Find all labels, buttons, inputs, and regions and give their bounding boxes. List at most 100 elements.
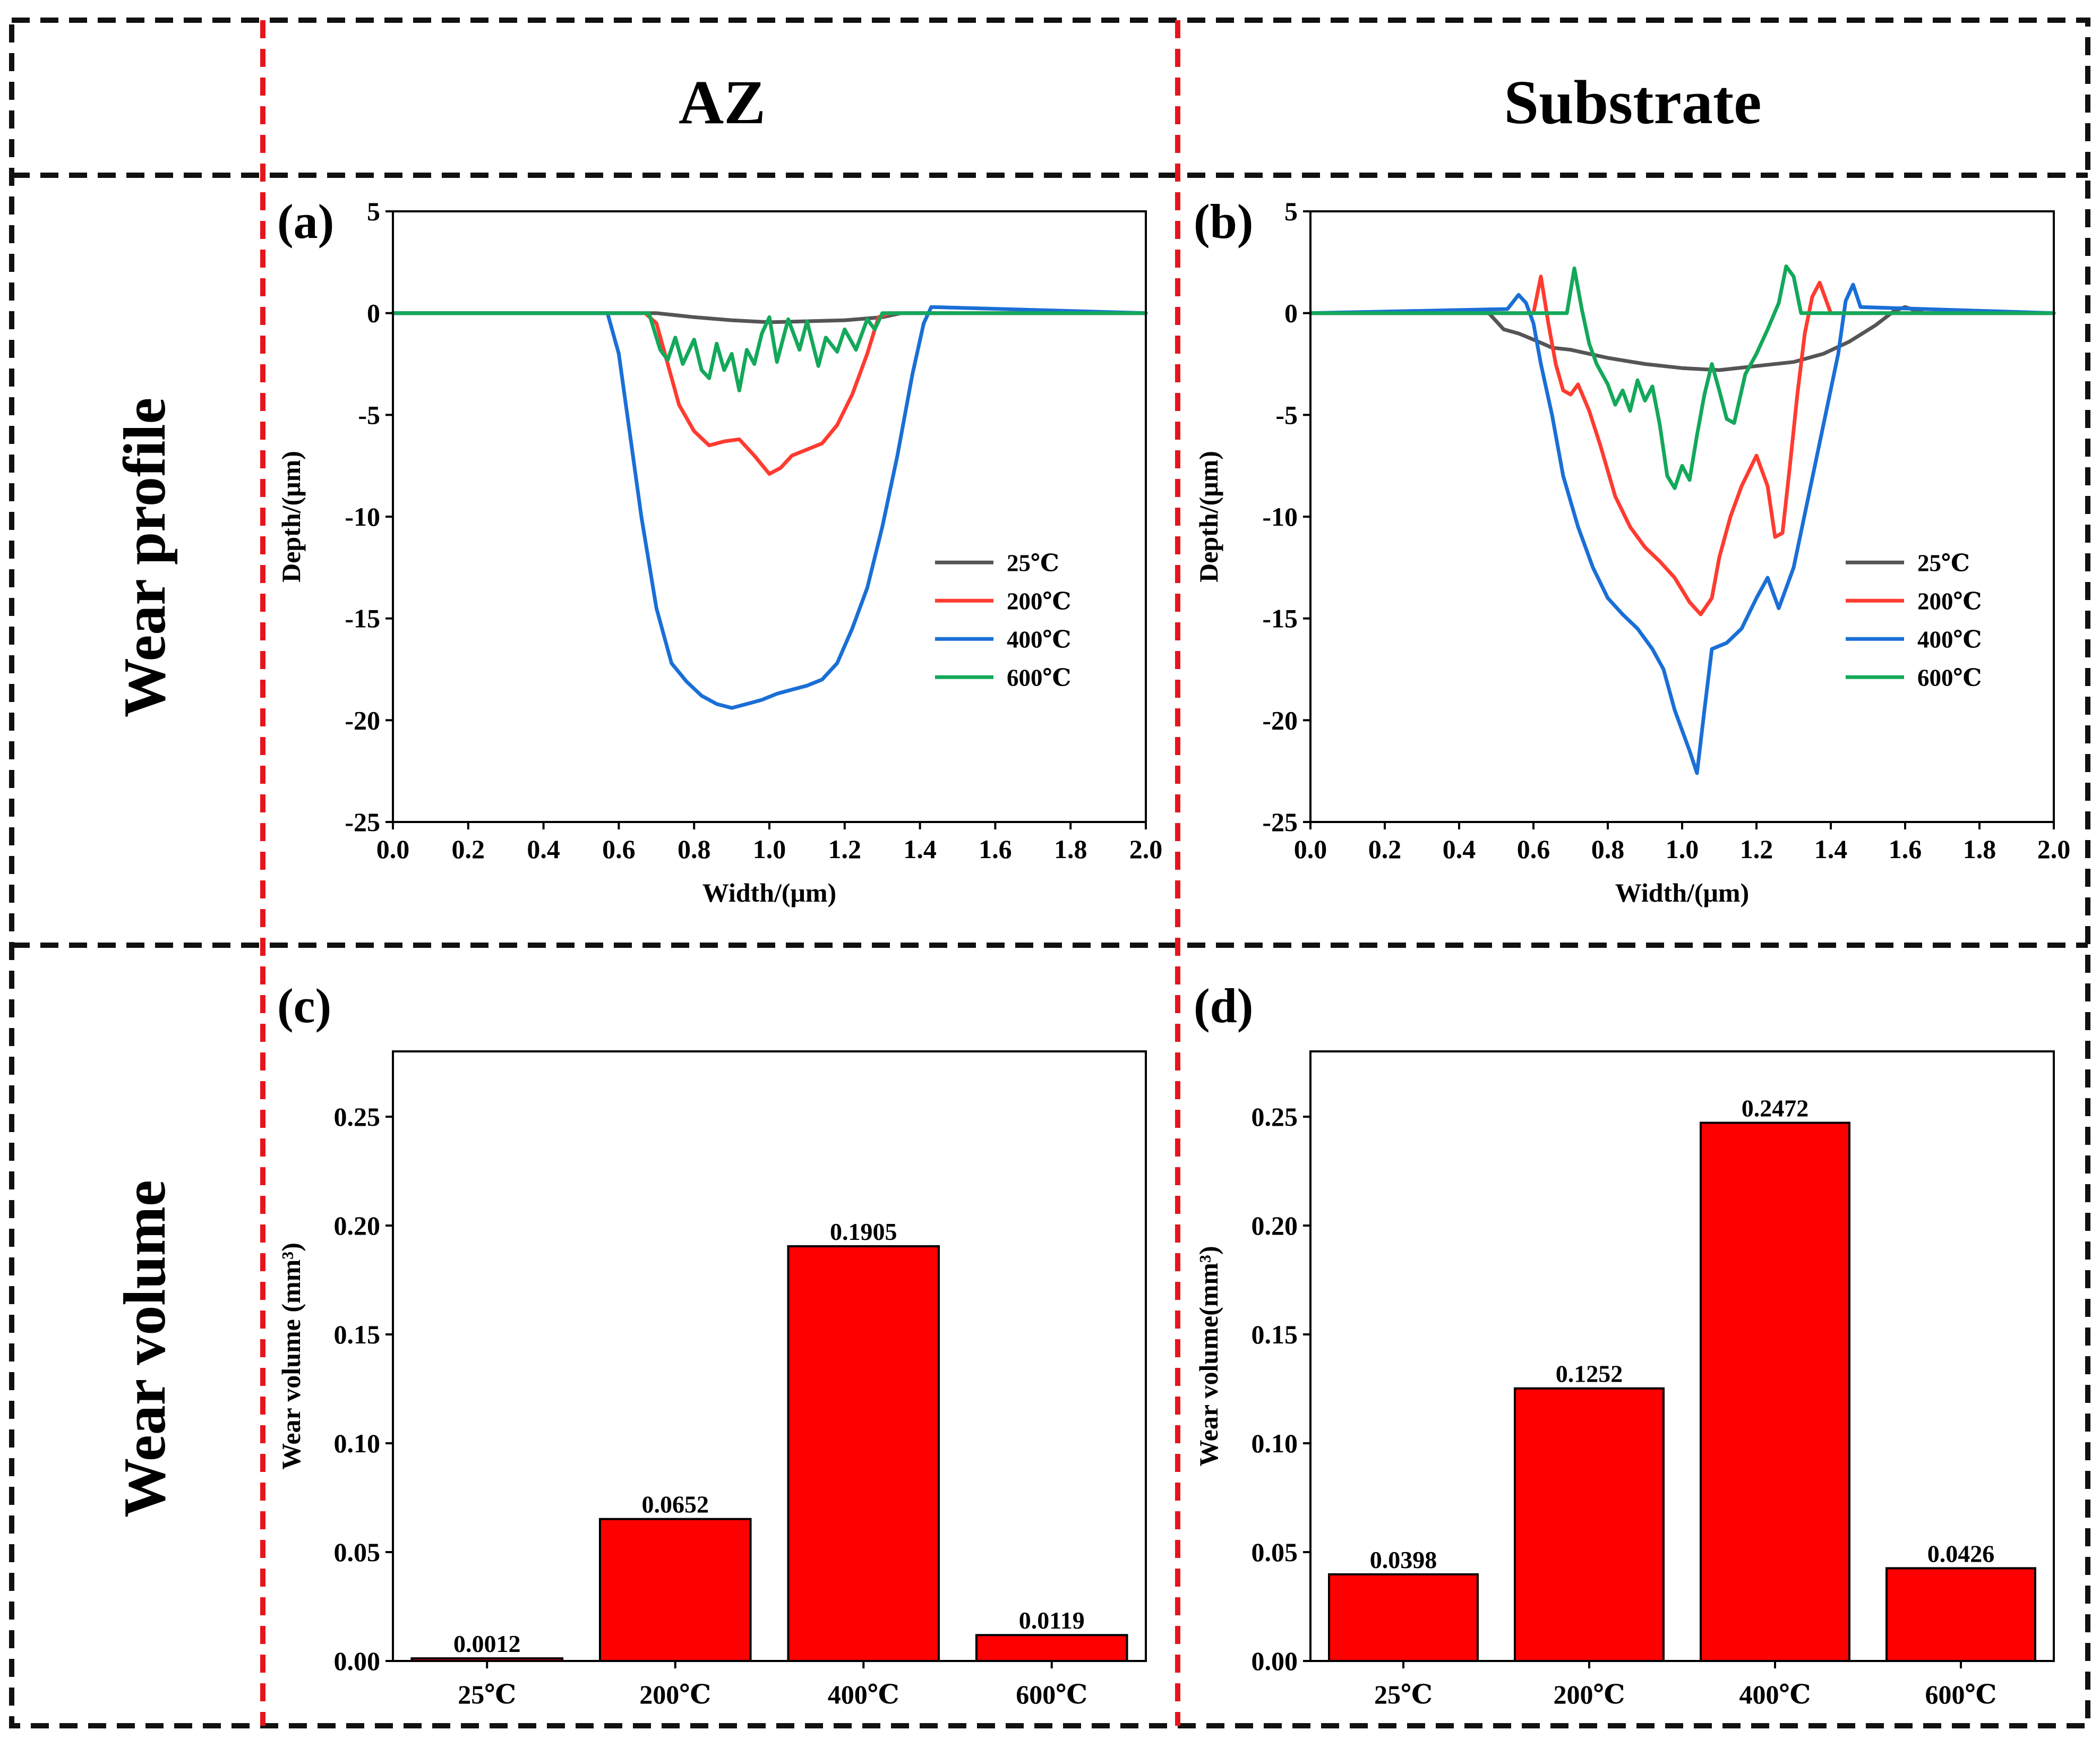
x-tick-label: 0.4 xyxy=(527,834,560,864)
series-line-1 xyxy=(1308,275,2056,616)
x-tick-label: 600℃ xyxy=(1925,1680,1997,1709)
bar-value-label-0: 0.0398 xyxy=(1370,1546,1437,1573)
y-tick-label: 5 xyxy=(1284,196,1298,226)
x-tick-label: 25℃ xyxy=(1374,1680,1433,1709)
x-tick-label: 1.6 xyxy=(979,834,1012,864)
plot-frame xyxy=(392,1050,1147,1662)
y-tick-label: -10 xyxy=(345,502,380,532)
series-line-2 xyxy=(391,305,1148,710)
legend-label-1: 200℃ xyxy=(1007,588,1071,614)
bar-2 xyxy=(1700,1121,1850,1662)
series-line-0 xyxy=(1308,305,2056,372)
panel-label-c: (c) xyxy=(277,979,331,1033)
bar-3 xyxy=(975,1634,1128,1662)
y-tick-label: 0.10 xyxy=(1252,1428,1298,1458)
x-tick-label: 2.0 xyxy=(1129,834,1163,864)
legend-label-0: 25℃ xyxy=(1917,550,1970,576)
y-tick-label: 0 xyxy=(1284,298,1298,328)
y-tick-label: -25 xyxy=(345,807,380,837)
series-line-3 xyxy=(391,311,1148,392)
y-tick-label: -20 xyxy=(345,705,380,735)
y-tick-label: -5 xyxy=(1275,400,1298,430)
x-tick-label: 1.0 xyxy=(753,834,786,864)
y-tick-label: 0.00 xyxy=(1252,1646,1298,1676)
x-tick-label: 1.6 xyxy=(1889,834,1922,864)
bar-value-label-1: 0.1252 xyxy=(1556,1360,1623,1388)
x-tick-label: 2.0 xyxy=(2037,834,2071,864)
bar-3 xyxy=(1885,1567,2036,1663)
x-tick-label: 1.4 xyxy=(1814,834,1848,864)
legend-label-0: 25℃ xyxy=(1007,550,1059,576)
y-axis-label: Depth/(μm) xyxy=(276,451,306,583)
bar-value-label-2: 0.1905 xyxy=(830,1218,897,1245)
y-tick-label: 0.20 xyxy=(334,1211,381,1240)
red-dividers xyxy=(260,20,1180,1726)
plot-frame xyxy=(1309,1050,2055,1662)
row-label-wear-volume: Wear volume xyxy=(112,1180,178,1518)
y-tick-label: 0.00 xyxy=(334,1646,381,1676)
y-tick-label: -15 xyxy=(1262,604,1298,633)
y-tick-label: -5 xyxy=(358,400,380,430)
bar-1 xyxy=(598,1518,752,1662)
y-tick-label: -20 xyxy=(1262,705,1298,735)
y-tick-label: -10 xyxy=(1262,502,1298,532)
chart-a: 0.0 0.2 0.4 0.6 0.8 1.0 1.2 1.4 1.6 1.8 2.0 5 0 -5 -10… xyxy=(276,196,1162,907)
bar-value-label-3: 0.0119 xyxy=(1019,1607,1085,1634)
x-tick-label: 0.0 xyxy=(1294,834,1327,864)
panel-label-b: (b) xyxy=(1194,194,1253,249)
bar-0 xyxy=(1328,1573,1479,1663)
y-tick-label: 0.15 xyxy=(1252,1320,1298,1349)
bar-value-label-2: 0.2472 xyxy=(1742,1094,1809,1121)
x-axis-label: Width/(μm) xyxy=(702,878,836,907)
x-tick-label: 1.2 xyxy=(1740,834,1773,864)
x-tick-label: 200℃ xyxy=(1554,1680,1625,1709)
x-tick-label: 0.0 xyxy=(376,834,410,864)
y-tick-label: 0.25 xyxy=(334,1102,381,1132)
x-tick-label: 0.6 xyxy=(602,834,636,864)
bar-value-label-1: 0.0652 xyxy=(642,1491,709,1518)
y-tick-label: -25 xyxy=(1262,807,1298,837)
y-tick-label: 0.20 xyxy=(1252,1211,1298,1240)
x-tick-label: 0.8 xyxy=(1591,834,1625,864)
bar-value-label-3: 0.0426 xyxy=(1927,1540,1995,1567)
y-tick-label: 0.25 xyxy=(1252,1102,1298,1132)
series-line-2 xyxy=(1308,282,2056,775)
series-line-1 xyxy=(391,311,1148,476)
y-tick-label: 5 xyxy=(367,196,380,226)
header-substrate: Substrate xyxy=(1504,67,1761,137)
x-tick-label: 400℃ xyxy=(1739,1680,1811,1709)
x-tick-label: 1.4 xyxy=(903,834,937,864)
y-tick-label: 0.10 xyxy=(334,1428,381,1458)
header-az: AZ xyxy=(679,67,766,137)
chart-d: 0.0398 25℃ 0.1252 200℃ 0.2472 400℃ 0.0426 600℃ 0… xyxy=(1194,1050,2055,1709)
chart-c: 0.0012 25℃ 0.0652 200℃ 0.1905 400℃ 0.0119 600℃ 0… xyxy=(276,1050,1147,1709)
x-tick-label: 1.2 xyxy=(828,834,862,864)
outer-frame xyxy=(9,18,2090,1728)
bar-1 xyxy=(1514,1387,1665,1662)
x-tick-label: 0.2 xyxy=(452,834,485,864)
y-axis-label: Wear volume (mm³) xyxy=(276,1243,306,1470)
bar-2 xyxy=(787,1245,940,1662)
legend-label-2: 400℃ xyxy=(1917,626,1982,653)
x-tick-label: 0.2 xyxy=(1368,834,1402,864)
x-tick-label: 1.8 xyxy=(1963,834,1996,864)
x-tick-label: 0.8 xyxy=(678,834,711,864)
x-tick-label: 0.6 xyxy=(1517,834,1550,864)
x-tick-label: 600℃ xyxy=(1016,1680,1087,1709)
frame-lines xyxy=(9,18,2090,1728)
y-axis-label: Wear volume(mm³) xyxy=(1194,1246,1223,1466)
panel-label-d: (d) xyxy=(1194,979,1253,1033)
x-tick-label: 0.4 xyxy=(1443,834,1476,864)
panel-label-a: (a) xyxy=(277,194,334,249)
y-tick-label: 0 xyxy=(367,298,380,328)
bar-value-label-0: 0.0012 xyxy=(453,1630,521,1657)
chart-b: 0.0 0.2 0.4 0.6 0.8 1.0 1.2 1.4 1.6 1.8 2.0 5 0 -5 -10… xyxy=(1194,196,2070,907)
plot-frame xyxy=(392,210,1147,823)
y-tick-label: 0.05 xyxy=(334,1537,381,1567)
x-tick-label: 25℃ xyxy=(458,1680,516,1709)
x-tick-label: 1.8 xyxy=(1054,834,1087,864)
legend-label-3: 600℃ xyxy=(1007,664,1071,691)
y-tick-label: 0.15 xyxy=(334,1320,381,1349)
series-line-3 xyxy=(1308,264,2056,490)
